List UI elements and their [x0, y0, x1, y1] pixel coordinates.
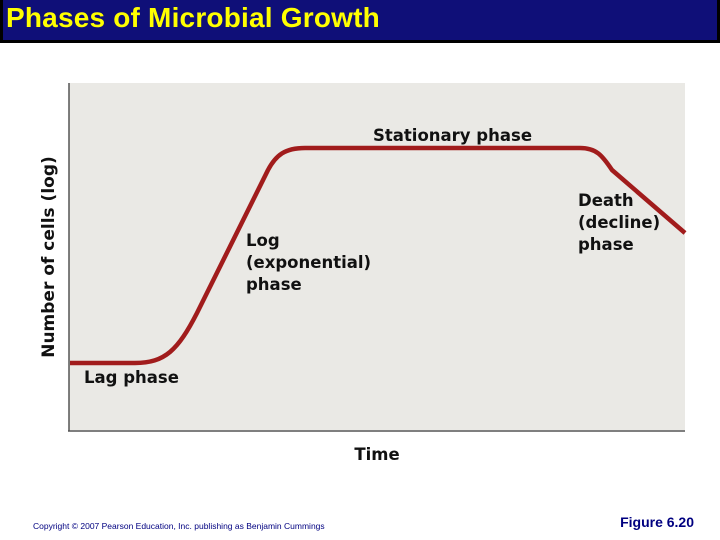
death-phase-line-1: Death	[578, 191, 634, 210]
figure-label: Figure 6.20	[620, 514, 694, 530]
stationary-phase-label: Stationary phase	[373, 126, 532, 145]
x-axis-label: Time	[354, 445, 399, 464]
death-phase-line-2: (decline)	[578, 213, 660, 232]
copyright-notice: Copyright © 2007 Pearson Education, Inc.…	[33, 521, 325, 531]
log-phase-label: Log (exponential) phase	[246, 231, 377, 294]
lag-phase-label: Lag phase	[84, 368, 179, 387]
y-axis-label: Number of cells (log)	[39, 156, 59, 358]
death-phase-label: Death (decline) phase	[578, 191, 666, 254]
log-phase-line-1: Log	[246, 231, 280, 250]
title-bar: Phases of Microbial Growth	[0, 0, 720, 43]
death-phase-line-3: phase	[578, 235, 634, 254]
growth-curve	[70, 145, 687, 366]
log-phase-line-2: (exponential)	[246, 253, 371, 272]
plot-area	[69, 83, 685, 430]
log-phase-line-3: phase	[246, 275, 302, 294]
slide-title: Phases of Microbial Growth	[6, 2, 380, 33]
